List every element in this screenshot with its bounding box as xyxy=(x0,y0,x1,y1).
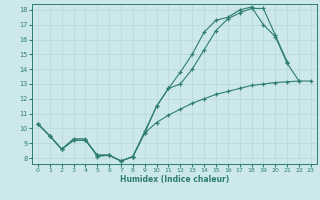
X-axis label: Humidex (Indice chaleur): Humidex (Indice chaleur) xyxy=(120,175,229,184)
